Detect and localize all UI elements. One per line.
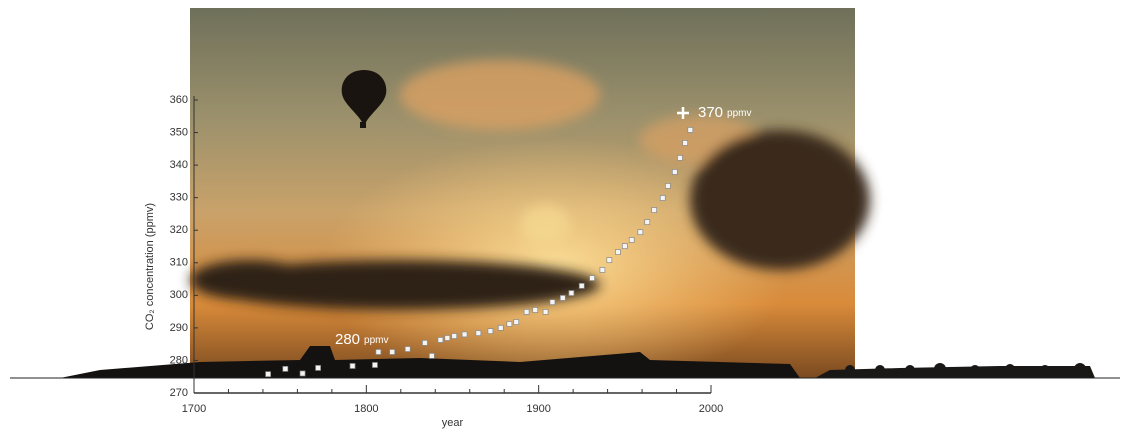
data-point (300, 371, 305, 376)
data-point (438, 337, 443, 342)
data-point (476, 331, 481, 336)
y-tick-label: 270 (170, 387, 188, 399)
x-tick-label: 2000 (699, 403, 723, 415)
x-tick-label: 1800 (354, 403, 378, 415)
x-tick-label: 1700 (182, 403, 206, 415)
data-point (498, 325, 503, 330)
data-point (372, 363, 377, 368)
data-point (579, 283, 584, 288)
y-tick-label: 360 (170, 94, 188, 106)
data-point (569, 291, 574, 296)
data-point (688, 127, 693, 132)
y-tick-label: 300 (170, 289, 188, 301)
y-tick-label: 310 (170, 257, 188, 269)
data-point (452, 334, 457, 339)
data-point (600, 267, 605, 272)
y-tick-label: 330 (170, 192, 188, 204)
data-point (665, 183, 670, 188)
annotation-value: 370 (698, 104, 723, 121)
data-point (429, 353, 434, 358)
y-tick-label: 320 (170, 224, 188, 236)
data-point (283, 366, 288, 371)
data-point (445, 335, 450, 340)
data-point (316, 365, 321, 370)
y-tick-label: 340 (170, 159, 188, 171)
data-point (660, 195, 665, 200)
y-tick-label: 290 (170, 322, 188, 334)
data-point (376, 349, 381, 354)
data-point (652, 208, 657, 213)
data-point (422, 340, 427, 345)
data-point (683, 140, 688, 145)
data-point (533, 307, 538, 312)
data-point (615, 250, 620, 255)
data-point (550, 300, 555, 305)
data-point (638, 230, 643, 235)
data-point (390, 349, 395, 354)
data-point (543, 309, 548, 314)
data-point (350, 363, 355, 368)
data-point (462, 332, 467, 337)
annotation-unit: ppmv (364, 335, 388, 346)
data-point (266, 372, 271, 377)
annotation-value: 280 (335, 331, 360, 348)
data-point (590, 276, 595, 281)
x-axis-label: year (442, 417, 464, 429)
chart: 270 280 290 300 310 320 330 340 350 360 1700 1800 19… (0, 0, 1132, 432)
y-tick-label: 350 (170, 126, 188, 138)
y-axis-label: CO₂ concentration (ppmv) (144, 203, 156, 330)
data-point (629, 237, 634, 242)
data-point (607, 258, 612, 263)
data-point (622, 244, 627, 249)
data-point (488, 329, 493, 334)
data-point (560, 295, 565, 300)
data-point (672, 169, 677, 174)
y-tick-label: 280 (170, 354, 188, 366)
data-point (507, 321, 512, 326)
data-point (645, 220, 650, 225)
data-point (514, 320, 519, 325)
annotation-unit: ppmv (727, 108, 751, 119)
data-point (677, 155, 682, 160)
data-point (405, 347, 410, 352)
data-point (524, 309, 529, 314)
x-tick-label: 1900 (526, 403, 550, 415)
